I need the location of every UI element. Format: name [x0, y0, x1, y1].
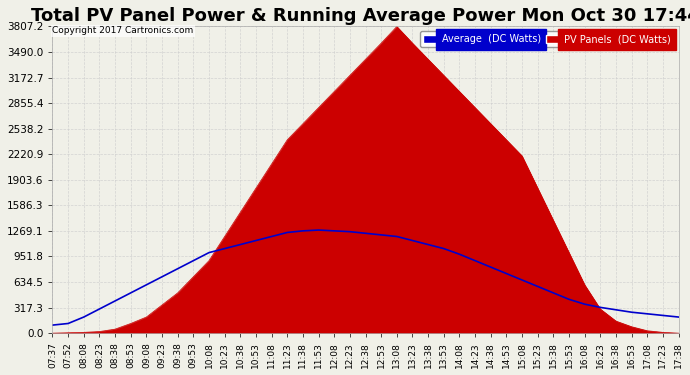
Text: Copyright 2017 Cartronics.com: Copyright 2017 Cartronics.com: [52, 27, 194, 36]
Legend: Average  (DC Watts), PV Panels  (DC Watts): Average (DC Watts), PV Panels (DC Watts): [420, 32, 673, 47]
Title: Total PV Panel Power & Running Average Power Mon Oct 30 17:44: Total PV Panel Power & Running Average P…: [31, 7, 690, 25]
